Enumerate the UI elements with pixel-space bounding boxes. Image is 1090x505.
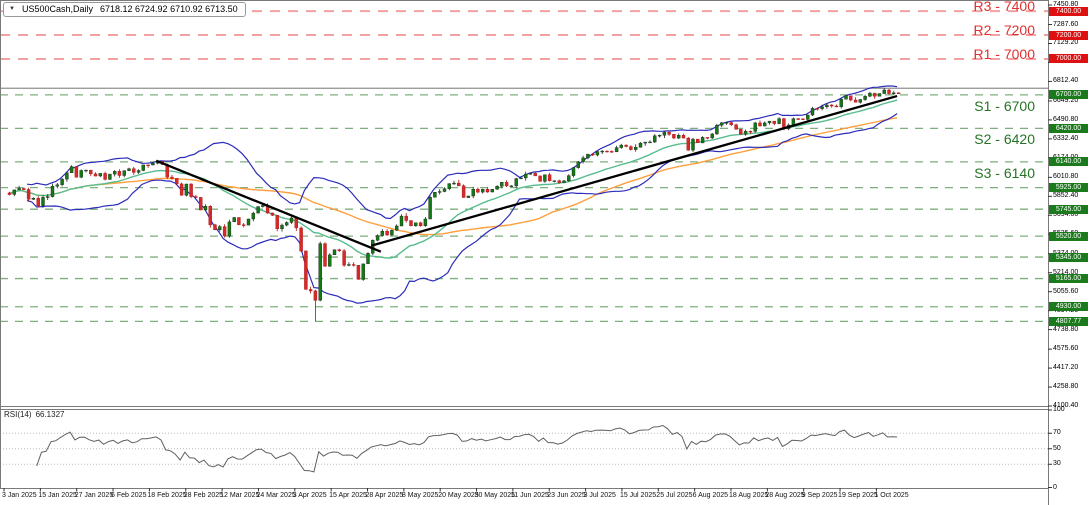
- support-label: S2 - 6420: [974, 131, 1035, 148]
- date-tick-label: 15 Apr 2025: [329, 492, 367, 499]
- rsi-scale-label: 30: [1053, 460, 1061, 468]
- resistance-label: R3 - 7400: [973, 0, 1035, 15]
- date-tick-label: 25 Jul 2025: [656, 492, 693, 499]
- chart-legend: ▼ US500Cash,Daily 6718.12 6724.92 6710.9…: [3, 2, 246, 17]
- date-tick-label: 8 May 2025: [401, 492, 439, 499]
- level-price-badge: 6420.00: [1049, 123, 1088, 133]
- price-tick-label: 7129.20: [1053, 39, 1079, 47]
- date-tick-label: 15 Jul 2025: [619, 492, 657, 499]
- price-tick-label: 5055.60: [1053, 287, 1079, 295]
- support-label: S3 - 6140: [974, 164, 1035, 181]
- price-tick-label: 6010.80: [1053, 173, 1079, 181]
- ohlc-values: 6718.12 6724.92 6710.92 6713.50: [100, 4, 238, 14]
- resistance-label: R1 - 7000: [973, 45, 1035, 62]
- date-tick-label: 11 Jun 2025: [510, 492, 549, 499]
- sma-slow-line: [7, 117, 898, 236]
- date-tick-label: 1 Oct 2025: [874, 492, 909, 499]
- price-tick-label: 4417.20: [1053, 364, 1079, 372]
- date-tick-label: 19 Sep 2025: [838, 492, 878, 499]
- sma-fast-line: [7, 99, 898, 259]
- level-price-badge: 6140.00: [1049, 157, 1088, 167]
- level-price-badge: 7000.00: [1049, 54, 1088, 64]
- price-tick-label: 5852.40: [1053, 192, 1079, 200]
- price-tick-label: 5214.00: [1053, 268, 1079, 276]
- price-tick-label: 6490.80: [1053, 115, 1079, 123]
- level-price-badge: 5925.00: [1049, 183, 1088, 193]
- bollinger-upper-band: [27, 85, 898, 220]
- price-tick-label: 4100.40: [1053, 402, 1079, 409]
- date-tick-label: 15 Jan 2025: [38, 492, 77, 499]
- price-tick-label: 6332.40: [1053, 134, 1079, 142]
- level-price-badge: 5345.00: [1049, 252, 1088, 262]
- trendline[interactable]: [155, 159, 382, 253]
- date-tick-label: 28 Apr 2025: [365, 492, 404, 499]
- rsi-line: [36, 424, 898, 473]
- symbol-collapse-icon[interactable]: ▼: [9, 5, 15, 12]
- date-tick-label: 20 May 2025: [438, 492, 479, 499]
- date-tick-label: 24 Mar 2025: [256, 492, 296, 499]
- price-tick-label: 6812.40: [1053, 77, 1079, 85]
- date-tick-label: 12 Mar 2025: [220, 492, 260, 499]
- price-tick-label: 7287.60: [1053, 20, 1079, 28]
- level-price-badge: 7200.00: [1049, 30, 1088, 40]
- rsi-scale-label: 100: [1053, 406, 1065, 413]
- date-tick-label: 28 Feb 2025: [183, 492, 224, 499]
- price-tick-label: 6174.00: [1053, 154, 1078, 162]
- price-tick-label: 4258.80: [1053, 383, 1079, 391]
- rsi-name: RSI(14): [4, 410, 32, 419]
- date-tick-label: 3 Jan 2025: [2, 492, 37, 499]
- bollinger-lower-band: [26, 113, 898, 304]
- date-tick-label: 30 May 2025: [474, 492, 516, 499]
- date-tick-label: 18 Feb 2025: [147, 492, 187, 499]
- trendline[interactable]: [370, 94, 898, 247]
- rsi-indicator-label: RSI(14) 66.1327: [4, 410, 68, 419]
- date-tick-label: 6 Feb 2025: [111, 492, 147, 499]
- date-tick-label: 3 Apr 2025: [292, 492, 327, 499]
- date-tick-label: 23 Jun 2025: [547, 492, 586, 499]
- level-price-badge: 4930.00: [1049, 302, 1088, 312]
- date-tick-label: 28 Aug 2025: [765, 492, 805, 499]
- level-price-badge: 4807.77: [1049, 316, 1088, 326]
- level-price-badge: 5745.00: [1049, 204, 1088, 214]
- date-tick-label: 9 Sep 2025: [801, 492, 838, 499]
- date-tick-label: 3 Jul 2025: [583, 492, 616, 499]
- price-tick-label: 5694.00: [1053, 211, 1079, 219]
- rsi-scale-label: 50: [1053, 444, 1061, 452]
- rsi-scale-label: 70: [1053, 429, 1061, 437]
- level-price-badge: 7400.00: [1049, 6, 1088, 16]
- date-tick-label: 6 Aug 2025: [692, 492, 729, 499]
- price-tick-label: 4738.80: [1053, 325, 1079, 333]
- support-label: S1 - 6700: [974, 97, 1035, 114]
- price-tick-label: 4575.60: [1053, 345, 1079, 353]
- candlesticks: [7, 87, 901, 322]
- date-tick-label: 18 Aug 2025: [729, 492, 769, 499]
- level-price-badge: 6700.00: [1049, 90, 1088, 100]
- rsi-value: 66.1327: [35, 410, 65, 419]
- price-tick-label: 7450.80: [1053, 1, 1079, 8]
- level-price-badge: 5165.00: [1049, 274, 1088, 284]
- rsi-scale-label: 0: [1053, 483, 1057, 491]
- symbol-period-label: US500Cash,Daily: [21, 4, 93, 14]
- price-tick-label: 6649.20: [1053, 96, 1079, 104]
- level-price-badge: 5520.00: [1049, 231, 1088, 241]
- resistance-label: R2 - 7200: [973, 22, 1035, 39]
- date-tick-label: 27 Jan 2025: [74, 492, 114, 499]
